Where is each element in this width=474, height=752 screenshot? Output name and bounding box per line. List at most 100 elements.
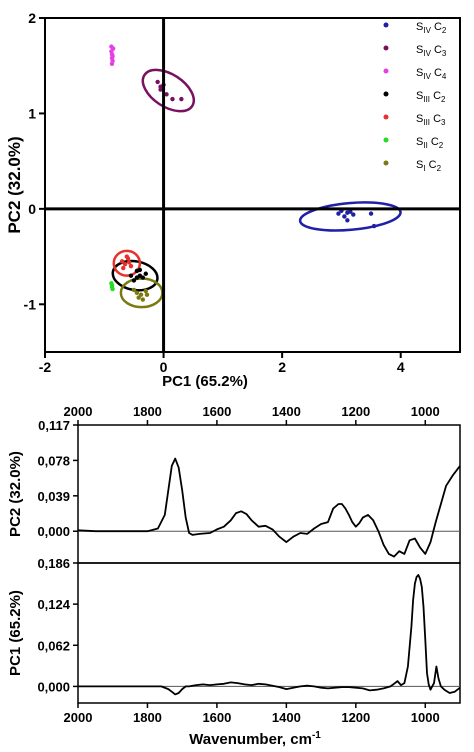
- score-point: [371, 223, 377, 229]
- loadings-y-tick-label: 0,117: [38, 418, 70, 433]
- cluster-ellipse: [141, 68, 196, 113]
- loadings-y-tick-label: 0,000: [37, 524, 70, 539]
- legend-label: SIV C3: [416, 44, 447, 58]
- score-point: [131, 278, 137, 283]
- legend-marker: [383, 68, 389, 74]
- score-point: [124, 254, 130, 259]
- loadings-y-tick-label: 0,000: [37, 679, 70, 694]
- score-point: [336, 211, 341, 216]
- loadings-panel-frame: [77, 562, 461, 704]
- legend-label: SIII C2: [416, 90, 446, 104]
- score-point: [164, 92, 169, 97]
- score-point: [110, 46, 116, 51]
- legend-label: SII C2: [416, 136, 444, 150]
- score-point: [137, 267, 143, 273]
- legend-label: SIII C3: [416, 113, 446, 127]
- loadings-top-x-tick-label: 2000: [64, 404, 93, 419]
- legend-marker: [383, 22, 389, 28]
- cluster-ellipses: [111, 68, 402, 309]
- score-y-ticks: -1 0 1 2: [24, 10, 45, 312]
- legend-label: SIV C4: [416, 67, 447, 81]
- score-point: [109, 284, 115, 290]
- score-y-tick-label: -1: [24, 296, 37, 312]
- score-point: [143, 271, 148, 276]
- loadings-bottom-x-tick-label: 1200: [341, 710, 370, 725]
- loadings-y-tick-label: 0,124: [37, 597, 70, 612]
- score-point: [126, 260, 132, 265]
- score-point: [140, 275, 146, 280]
- loading-curve: [77, 457, 461, 558]
- loadings-panels: 0,000 0,039 0,078 0,117 PC2 (32.0%) 0,000 0,06…: [7, 418, 461, 704]
- score-point: [143, 288, 148, 294]
- loadings-top-x-tick-label: 1200: [341, 404, 370, 419]
- loadings-y-tick-label: 0,186: [37, 556, 70, 571]
- score-y-tick-label: 0: [28, 201, 36, 217]
- score-x-tick-label: 0: [160, 359, 168, 375]
- loadings-top-x-tick-label: 1400: [272, 404, 301, 419]
- score-points: [109, 44, 377, 302]
- loadings-x-axis-label: Wavenumber, cm-1: [189, 730, 321, 748]
- score-point: [136, 295, 141, 300]
- score-x-axis-label: PC1 (65.2%): [162, 373, 248, 390]
- legend-marker: [383, 45, 389, 51]
- loadings-panel-y-label: PC1 (65.2%): [7, 590, 24, 676]
- loadings-top-x-tick-label: 1800: [133, 404, 162, 419]
- score-x-tick-label: -2: [39, 359, 52, 375]
- loadings-top-x-tick-label: 1600: [202, 404, 231, 419]
- score-x-ticks: -2 0 2 4: [39, 352, 405, 375]
- score-point: [155, 79, 160, 85]
- loadings-bottom-x-tick-label: 2000: [64, 710, 93, 725]
- score-point: [128, 273, 134, 278]
- pca-score-plot: -2 0 2 4 -1 0 1 2 SIV C2 SIV C3 SIV C4 SIII C2 SII…: [5, 10, 461, 390]
- loadings-panel-y-label: PC2 (32.0%): [7, 451, 24, 537]
- score-legend: SIV C2 SIV C3 SIV C4 SIII C2 SIII C3 SII C2 SI…: [383, 21, 447, 173]
- score-y-tick-label: 1: [28, 105, 36, 121]
- score-point: [158, 87, 163, 92]
- score-point: [121, 265, 126, 271]
- loadings-panel-frame: [77, 424, 461, 564]
- loadings-top-x-tick-label: 1000: [411, 404, 440, 419]
- legend-marker: [383, 114, 389, 120]
- score-plot-frame: [44, 17, 461, 353]
- score-x-tick-label: 2: [278, 359, 286, 375]
- score-point: [128, 263, 134, 269]
- score-point: [134, 275, 140, 280]
- score-point: [122, 262, 128, 267]
- score-point: [109, 61, 115, 67]
- loadings-y-tick-label: 0,039: [37, 489, 70, 504]
- loadings-bottom-x-tick-label: 1600: [202, 710, 231, 725]
- score-point: [134, 290, 140, 296]
- score-point: [348, 209, 353, 214]
- cluster-ellipse: [298, 201, 402, 232]
- loadings-top-x-ticks: 2000 1800 1600 1400 1200 1000: [64, 404, 440, 425]
- loadings-bottom-x-ticks: 2000 1800 1600 1400 1200 1000: [64, 703, 440, 725]
- score-point: [345, 218, 350, 223]
- score-point: [351, 212, 356, 217]
- score-point: [342, 214, 347, 219]
- score-point: [144, 292, 150, 297]
- score-point: [179, 96, 184, 102]
- score-point: [140, 297, 146, 302]
- score-y-axis-label: PC2 (32.0%): [5, 136, 24, 233]
- score-x-tick-label: 4: [397, 359, 405, 375]
- loading-curve: [78, 574, 461, 696]
- loadings-y-tick-label: 0,078: [37, 453, 70, 468]
- loadings-bottom-x-tick-label: 1800: [133, 710, 162, 725]
- legend-marker: [383, 160, 389, 166]
- legend-marker: [383, 137, 389, 143]
- legend-marker: [383, 91, 389, 97]
- score-point: [170, 96, 175, 102]
- score-point: [131, 287, 137, 293]
- loadings-plot: 0,000 0,039 0,078 0,117 PC2 (32.0%) 0,000 0,06…: [7, 404, 461, 748]
- loadings-y-tick-label: 0,062: [37, 638, 70, 653]
- score-point: [110, 53, 115, 59]
- legend-label: SIV C2: [416, 21, 447, 35]
- loadings-bottom-x-tick-label: 1000: [411, 710, 440, 725]
- legend-label: SI C2: [416, 159, 442, 173]
- loadings-bottom-x-tick-label: 1400: [272, 710, 301, 725]
- cluster-ellipse: [112, 249, 142, 277]
- score-point: [119, 259, 125, 264]
- score-y-tick-label: 2: [28, 10, 36, 26]
- score-point: [368, 211, 374, 216]
